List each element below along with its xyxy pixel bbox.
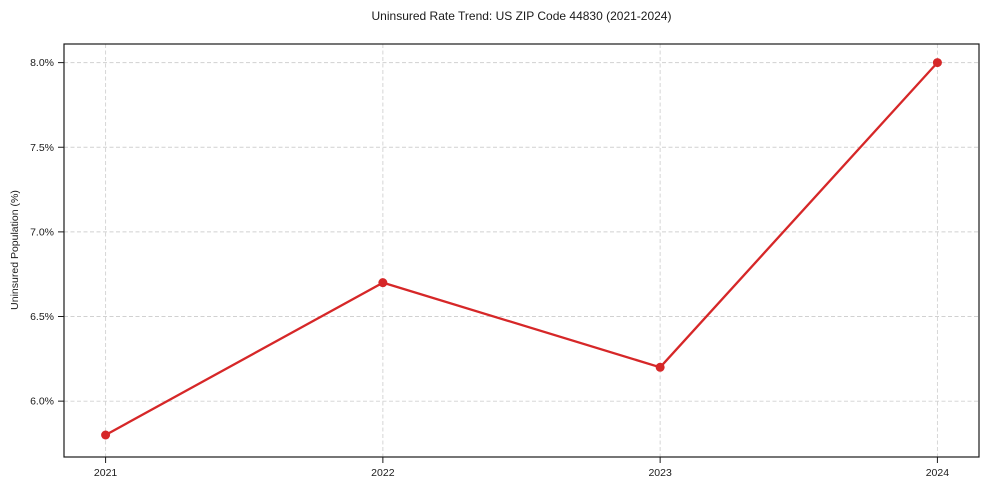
y-tick-label: 8.0%: [30, 57, 54, 69]
data-point-marker: [655, 362, 665, 372]
x-tick-label: 2022: [371, 467, 395, 479]
chart-title: Uninsured Rate Trend: US ZIP Code 44830 …: [371, 9, 672, 23]
trend-line: [104, 61, 939, 437]
y-tick-label: 7.0%: [30, 226, 54, 238]
x-tick-label: 2024: [926, 467, 950, 479]
data-point-marker: [932, 58, 942, 68]
x-tick-label: 2021: [94, 467, 118, 479]
x-tick-label: 2023: [648, 467, 672, 479]
y-tick-label: 6.5%: [30, 311, 54, 323]
y-tick-label: 7.5%: [30, 142, 54, 154]
plot-border: [63, 43, 980, 458]
y-tick-label: 6.0%: [30, 396, 54, 408]
data-point-marker: [101, 430, 111, 440]
data-point-marker: [378, 278, 388, 288]
